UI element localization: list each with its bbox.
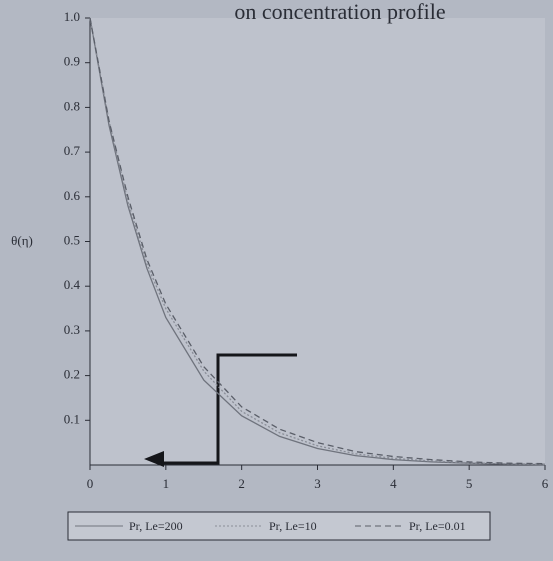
series-line <box>89 17 546 465</box>
x-tick-label: 1 <box>163 476 170 491</box>
y-tick-label: 0.3 <box>64 322 80 337</box>
x-tick-label: 3 <box>314 476 321 491</box>
y-tick-label: 0.9 <box>64 54 80 69</box>
legend-label: Pr, Le=0.01 <box>409 519 466 533</box>
legend-label: Pr, Le=10 <box>269 519 317 533</box>
y-tick-label: 0.6 <box>64 188 81 203</box>
x-tick-label: 2 <box>238 476 245 491</box>
legend-box <box>67 511 491 541</box>
y-tick-label: 0.2 <box>64 367 80 382</box>
x-tick-label: 0 <box>87 476 94 491</box>
x-tick-label: 6 <box>542 476 549 491</box>
y-tick-label: 0.7 <box>64 143 81 158</box>
chart-title: on concentration profile <box>234 0 445 24</box>
x-tick-label: 5 <box>466 476 473 491</box>
annotation-arrow <box>144 353 297 467</box>
series-line <box>89 17 546 465</box>
y-tick-label: 0.5 <box>64 232 80 247</box>
x-tick-label: 4 <box>390 476 397 491</box>
plot-area <box>90 18 545 465</box>
legend-label: Pr, Le=200 <box>129 519 183 533</box>
y-tick-label: 0.8 <box>64 98 80 113</box>
y-tick-label: 0.1 <box>64 411 80 426</box>
y-tick-label: 0.4 <box>64 277 81 292</box>
y-axis-label: θ(η) <box>11 233 33 248</box>
y-tick-label: 1.0 <box>64 9 80 24</box>
